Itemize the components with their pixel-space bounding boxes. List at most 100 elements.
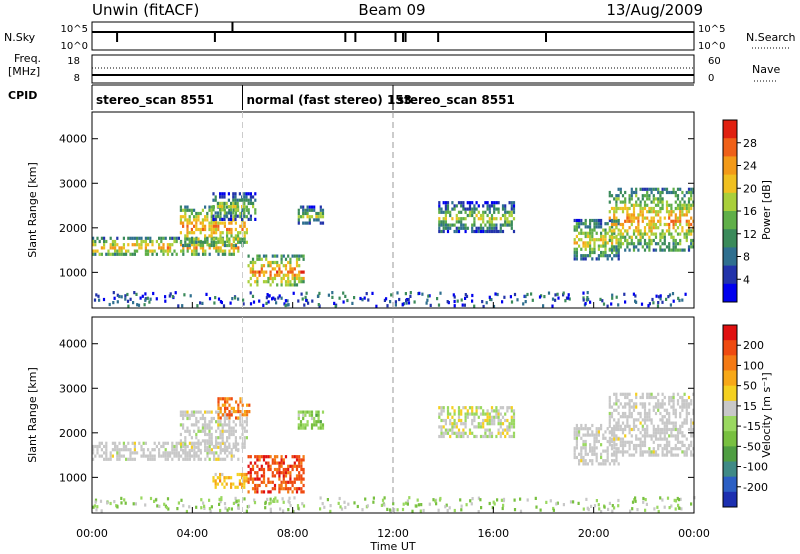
data-cell <box>615 235 618 239</box>
data-cell <box>129 454 132 458</box>
data-cell <box>147 457 150 461</box>
data-cell <box>591 238 594 242</box>
data-cell <box>153 441 156 445</box>
data-cell <box>475 409 478 413</box>
data-cell <box>602 462 605 466</box>
data-cell <box>232 252 235 256</box>
data-cell <box>615 408 618 412</box>
data-cell <box>184 413 187 417</box>
data-cell <box>153 448 156 452</box>
data-cell <box>591 257 594 261</box>
data-cell <box>237 234 240 238</box>
data-cell <box>193 215 196 219</box>
ground-scatter-cell <box>615 295 618 299</box>
data-cell <box>619 245 622 249</box>
ground-scatter-cell <box>247 504 251 508</box>
data-cell <box>488 220 491 224</box>
data-cell <box>512 418 516 423</box>
data-cell <box>271 458 274 462</box>
ground-scatter-cell <box>445 503 448 507</box>
data-cell <box>226 231 229 235</box>
ground-scatter-cell <box>597 503 600 507</box>
data-cell <box>251 267 255 271</box>
data-cell <box>593 452 596 456</box>
data-cell <box>482 213 485 218</box>
data-cell <box>252 201 255 205</box>
data-cell <box>245 479 248 483</box>
data-cell <box>105 444 108 449</box>
data-cell <box>193 224 196 228</box>
data-cell <box>692 434 695 438</box>
data-cell <box>659 206 662 211</box>
data-cell <box>204 237 207 241</box>
data-cell <box>280 487 283 491</box>
data-cell <box>608 424 611 428</box>
data-cell <box>449 213 452 218</box>
y-tick-label: 2000 <box>59 427 87 440</box>
data-cell <box>147 454 150 458</box>
data-cell <box>313 420 316 424</box>
data-cell <box>162 246 165 250</box>
data-cell <box>672 235 675 239</box>
ground-scatter-cell <box>361 298 364 302</box>
ground-scatter-cell <box>237 506 240 510</box>
data-cell <box>206 454 209 458</box>
data-cell <box>193 423 196 427</box>
data-cell <box>175 451 178 455</box>
ground-scatter-cell <box>149 297 152 301</box>
data-cell <box>679 206 682 211</box>
data-cell <box>615 216 618 220</box>
data-cell <box>659 431 662 435</box>
data-cell <box>227 211 230 215</box>
data-cell <box>641 443 644 448</box>
data-cell <box>674 194 677 198</box>
data-cell <box>608 210 611 214</box>
data-cell <box>160 246 163 250</box>
ground-scatter-cell <box>668 293 672 297</box>
data-cell <box>144 454 147 458</box>
ground-scatter-cell <box>680 507 683 511</box>
ground-scatter-cell <box>390 293 393 297</box>
data-cell <box>690 242 693 246</box>
ground-scatter-cell <box>367 298 370 302</box>
data-cell <box>232 429 235 433</box>
ground-scatter-cell <box>672 299 675 303</box>
ground-scatter-cell <box>519 509 523 513</box>
ground-scatter-cell <box>356 504 359 509</box>
data-cell <box>442 418 445 423</box>
ground-scatter-cell <box>268 294 271 298</box>
data-cell <box>291 455 294 459</box>
data-cell <box>643 443 647 448</box>
data-cell <box>260 455 263 459</box>
data-cell <box>575 430 578 434</box>
data-cell <box>679 219 682 223</box>
data-cell <box>681 395 684 400</box>
data-cell <box>679 203 682 207</box>
data-cell <box>676 248 680 252</box>
data-cell <box>668 216 671 220</box>
ground-scatter-cell <box>135 292 138 296</box>
data-cell <box>219 205 222 209</box>
ground-scatter-cell <box>471 293 474 298</box>
data-cell <box>217 237 220 241</box>
data-cell <box>497 201 500 205</box>
ground-scatter-cell <box>593 504 597 508</box>
data-cell <box>319 211 322 216</box>
data-cell <box>284 257 288 261</box>
data-cell <box>173 451 176 455</box>
data-cell <box>267 490 270 494</box>
data-cell <box>657 190 660 195</box>
data-cell <box>444 431 447 435</box>
data-cell <box>232 201 235 205</box>
data-cell <box>650 434 653 438</box>
data-cell <box>661 415 664 419</box>
data-cell <box>151 457 154 461</box>
data-cell <box>267 464 270 468</box>
data-cell <box>510 213 513 218</box>
data-cell <box>293 280 296 284</box>
data-cell <box>580 459 583 463</box>
data-cell <box>464 418 467 423</box>
data-cell <box>473 425 476 429</box>
data-cell <box>446 210 450 214</box>
data-cell <box>628 424 631 428</box>
